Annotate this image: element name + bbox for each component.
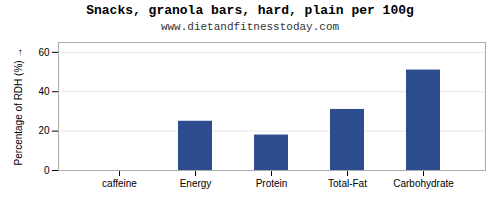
svg-text:Carbohydrate: Carbohydrate bbox=[393, 178, 454, 189]
svg-text:60: 60 bbox=[38, 47, 50, 58]
svg-text:20: 20 bbox=[38, 125, 50, 136]
svg-text:40: 40 bbox=[38, 86, 50, 97]
svg-text:Energy: Energy bbox=[180, 178, 212, 189]
svg-text:caffeine: caffeine bbox=[102, 178, 137, 189]
svg-text:Protein: Protein bbox=[256, 178, 288, 189]
html-text:www.dietandfitnesstoday.com: www.dietandfitnesstoday.com bbox=[160, 21, 340, 33]
html-text:Snacks, granola bars, hard, pl: Snacks, granola bars, hard, plain per 10… bbox=[86, 3, 414, 18]
svg-text:0: 0 bbox=[44, 165, 50, 176]
svg-text:Percentage of RDH (%) →: Percentage of RDH (%) → bbox=[13, 48, 24, 166]
svg-text:Total-Fat: Total-Fat bbox=[328, 178, 367, 189]
